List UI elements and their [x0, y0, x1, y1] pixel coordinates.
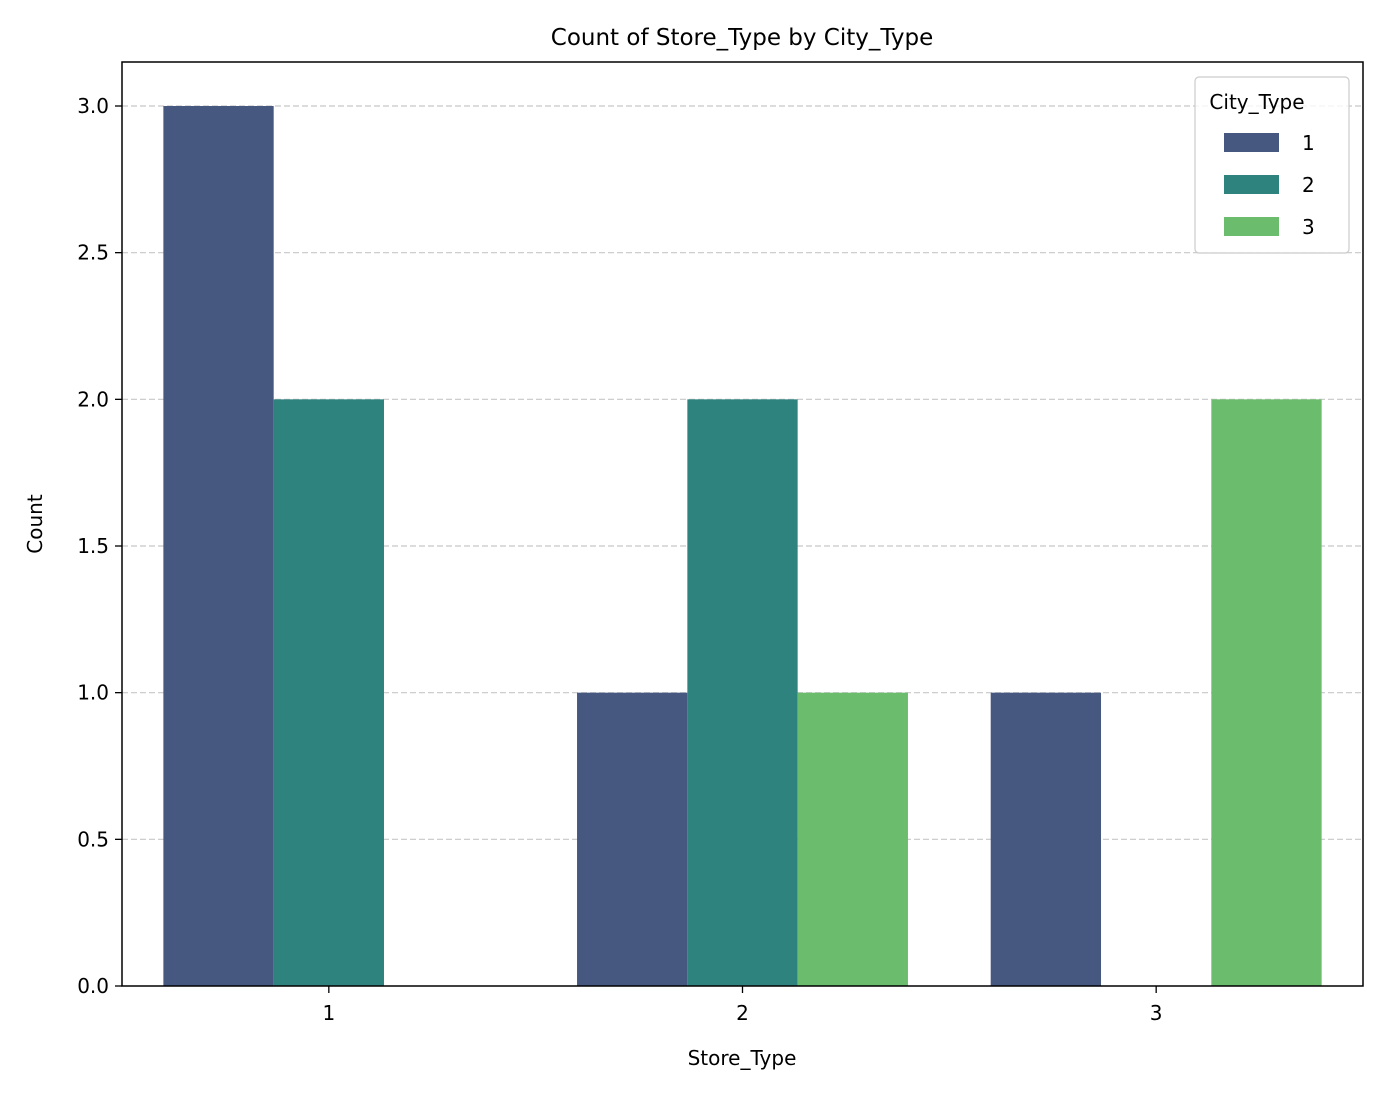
legend-items: 1 2 3 [1224, 131, 1315, 239]
y-tick-label: 1.5 [77, 534, 109, 558]
legend: City_Type 1 2 3 [1194, 76, 1350, 254]
bar-store2-city1 [577, 692, 688, 986]
bar-store3-city1 [990, 692, 1102, 986]
legend-label: 1 [1302, 131, 1315, 155]
legend-swatch [1224, 175, 1279, 194]
x-tick-label: 2 [736, 1001, 749, 1025]
x-tick-label: 3 [1150, 1001, 1163, 1025]
legend-title: City_Type [1209, 90, 1304, 114]
legend-label: 3 [1302, 215, 1315, 239]
bar-store1-city1 [163, 106, 274, 986]
chart-title: Count of Store_Type by City_Type [551, 25, 933, 51]
bar-store2-city2 [687, 399, 798, 986]
x-axis: 1 2 3 [322, 986, 1163, 1025]
legend-swatch [1224, 217, 1279, 236]
y-axis: 0.0 0.5 1.0 1.5 2.0 2.5 3.0 [77, 94, 122, 998]
x-tick-label: 1 [322, 1001, 335, 1025]
bar-store1-city2 [273, 399, 384, 986]
bar-store3-city3 [1211, 399, 1322, 986]
y-tick-label: 3.0 [77, 94, 109, 118]
legend-swatch [1224, 133, 1279, 152]
legend-label: 2 [1302, 173, 1315, 197]
x-axis-label: Store_Type [688, 1046, 797, 1070]
bar-store2-city3 [797, 692, 908, 986]
y-tick-label: 0.5 [77, 827, 109, 851]
y-tick-label: 1.0 [77, 681, 109, 705]
legend-box [1194, 76, 1350, 254]
y-tick-label: 2.5 [77, 241, 109, 265]
y-tick-label: 0.0 [77, 974, 109, 998]
y-tick-label: 2.0 [77, 387, 109, 411]
bars [163, 106, 1322, 986]
y-axis-label: Count [23, 494, 47, 554]
